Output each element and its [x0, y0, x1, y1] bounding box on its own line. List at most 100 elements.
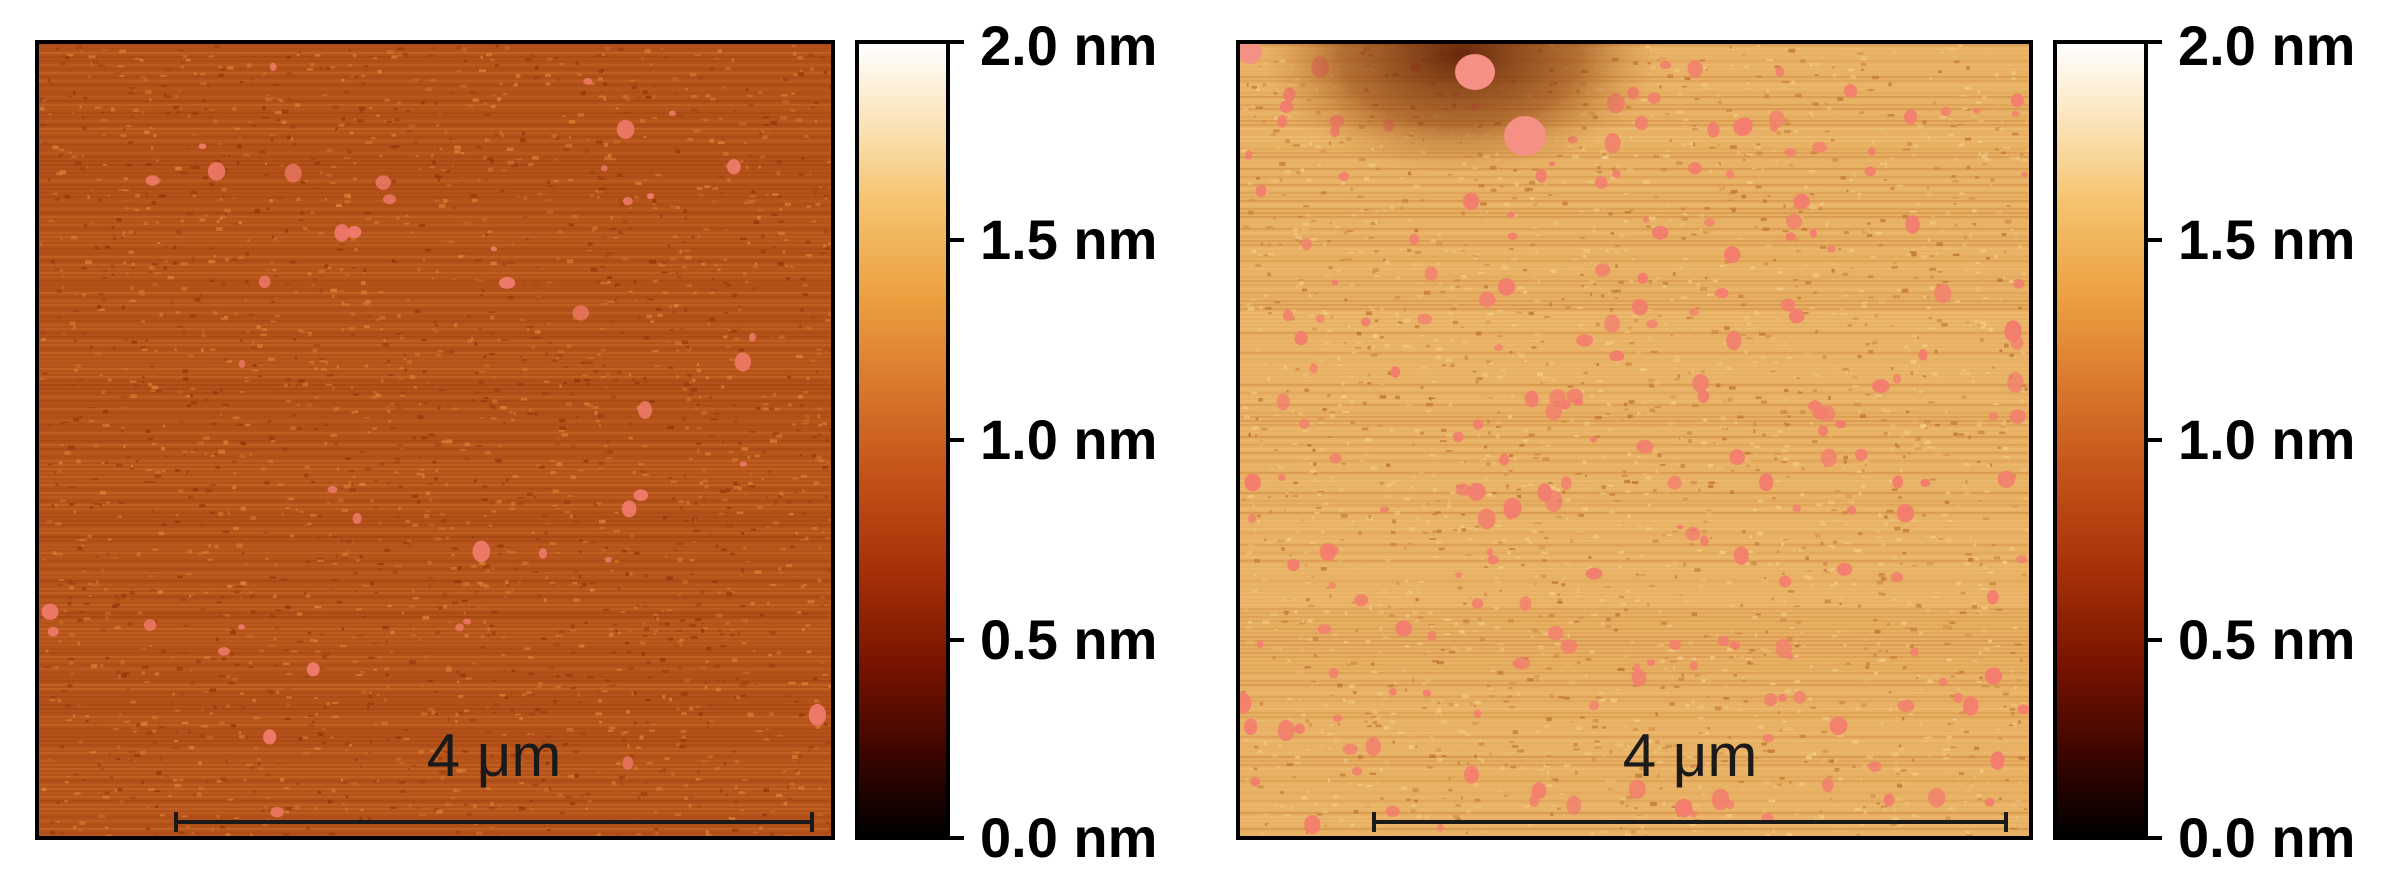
- grain: [1439, 440, 1447, 442]
- grain: [700, 666, 707, 669]
- grain: [126, 272, 129, 275]
- grain: [604, 268, 607, 270]
- grain: [1413, 184, 1420, 188]
- grain: [1501, 369, 1506, 372]
- grain: [1781, 461, 1788, 464]
- grain: [221, 657, 227, 661]
- grain: [1508, 687, 1513, 690]
- grain: [677, 542, 683, 546]
- grain: [1742, 54, 1746, 57]
- grain: [1292, 495, 1299, 497]
- grain: [443, 199, 448, 203]
- grain: [1382, 697, 1389, 701]
- surface-particle: [646, 193, 655, 200]
- grain: [1383, 258, 1386, 261]
- grain: [1801, 546, 1806, 551]
- grain: [1267, 377, 1271, 381]
- grain: [1825, 130, 1830, 133]
- grain: [1356, 331, 1362, 336]
- grain: [419, 168, 422, 170]
- grain: [370, 581, 375, 586]
- grain: [1742, 159, 1746, 161]
- grain: [350, 334, 356, 337]
- grain: [319, 633, 324, 636]
- grain: [482, 485, 488, 489]
- grain: [128, 250, 134, 254]
- grain: [693, 502, 698, 505]
- grain: [118, 189, 126, 191]
- grain: [779, 493, 784, 496]
- grain: [434, 174, 440, 178]
- grain: [353, 393, 360, 396]
- grain: [526, 751, 532, 754]
- grain: [438, 112, 442, 115]
- grain: [2012, 156, 2019, 160]
- grain: [1907, 647, 1910, 649]
- grain: [174, 114, 178, 116]
- grain: [1784, 399, 1787, 402]
- grain: [1982, 163, 1987, 166]
- grain: [797, 760, 801, 763]
- grain: [622, 549, 627, 553]
- grain: [683, 784, 689, 787]
- grain: [131, 267, 135, 270]
- grain: [489, 331, 495, 336]
- grain: [2011, 712, 2014, 716]
- grain: [1328, 265, 1333, 270]
- grain: [681, 735, 687, 740]
- grain: [1504, 763, 1508, 767]
- grain: [295, 508, 298, 511]
- grain: [688, 457, 693, 460]
- grain: [817, 459, 825, 462]
- grain: [673, 147, 678, 149]
- scan-line: [39, 392, 831, 394]
- grain: [1706, 512, 1712, 516]
- grain: [772, 521, 780, 525]
- grain: [76, 44, 82, 49]
- grain: [314, 367, 318, 371]
- grain: [768, 470, 772, 474]
- grain: [291, 382, 296, 387]
- grain: [1247, 621, 1253, 624]
- grain: [67, 684, 73, 688]
- scan-line: [1240, 140, 2029, 142]
- grain: [101, 390, 106, 395]
- grain: [438, 203, 446, 208]
- grain: [1428, 611, 1433, 615]
- grain: [286, 696, 292, 699]
- grain: [330, 66, 335, 69]
- grain: [1535, 575, 1538, 579]
- grain: [1552, 222, 1559, 226]
- grain: [1794, 644, 1800, 648]
- grain: [1297, 698, 1302, 701]
- grain: [499, 694, 506, 697]
- grain: [304, 465, 310, 469]
- scan-line: [39, 676, 831, 678]
- grain: [806, 326, 812, 330]
- grain: [1580, 274, 1584, 276]
- grain: [1965, 790, 1971, 793]
- grain: [1301, 619, 1305, 623]
- grain: [1781, 542, 1784, 546]
- grain: [1400, 786, 1408, 791]
- grain: [720, 645, 727, 648]
- grain: [1286, 697, 1293, 700]
- grain: [1794, 605, 1800, 607]
- grain: [1660, 168, 1667, 171]
- grain: [729, 817, 735, 820]
- grain: [677, 639, 683, 644]
- grain: [1564, 696, 1570, 700]
- grain: [330, 165, 337, 168]
- grain: [356, 674, 363, 677]
- grain: [783, 770, 787, 773]
- grain: [1412, 443, 1415, 447]
- grain: [609, 684, 617, 687]
- grain: [424, 248, 431, 252]
- grain: [257, 375, 262, 378]
- grain: [1780, 410, 1788, 414]
- surface-base: [1240, 44, 2029, 836]
- grain: [1975, 101, 1982, 104]
- grain: [296, 404, 301, 406]
- grain: [276, 690, 280, 695]
- grain: [484, 233, 489, 237]
